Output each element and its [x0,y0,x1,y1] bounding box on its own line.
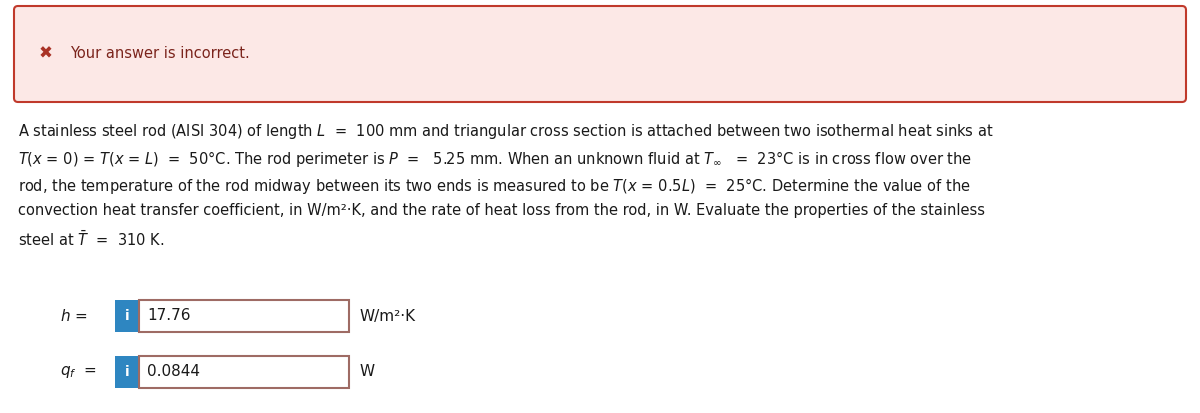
Text: A stainless steel rod (AISI 304) of length $L$  =  100 mm and triangular cross s: A stainless steel rod (AISI 304) of leng… [18,122,994,141]
Text: steel at $\bar{T}$  =  310 K.: steel at $\bar{T}$ = 310 K. [18,230,164,249]
Text: W: W [359,365,374,380]
FancyBboxPatch shape [115,356,139,388]
FancyBboxPatch shape [14,6,1186,102]
Text: rod, the temperature of the rod midway between its two ends is measured to be $T: rod, the temperature of the rod midway b… [18,176,971,196]
Text: i: i [125,309,130,323]
FancyBboxPatch shape [115,300,139,332]
Text: 17.76: 17.76 [148,309,191,323]
Text: i: i [125,365,130,379]
Text: W/m²·K: W/m²·K [359,309,415,323]
Text: 0.0844: 0.0844 [148,365,200,380]
Text: ✖: ✖ [40,45,53,63]
FancyBboxPatch shape [139,356,349,388]
Text: $h$ =: $h$ = [60,308,88,324]
Text: Your answer is incorrect.: Your answer is incorrect. [70,47,250,62]
Text: $q_f$  =: $q_f$ = [60,364,97,380]
FancyBboxPatch shape [139,300,349,332]
Text: convection heat transfer coefficient, in W/m²·K, and the rate of heat loss from : convection heat transfer coefficient, in… [18,203,985,218]
Text: $T(x$ = 0) = $T(x$ = $L)$  =  50°C. The rod perimeter is $P$  =   5.25 mm. When : $T(x$ = 0) = $T(x$ = $L)$ = 50°C. The ro… [18,149,972,169]
